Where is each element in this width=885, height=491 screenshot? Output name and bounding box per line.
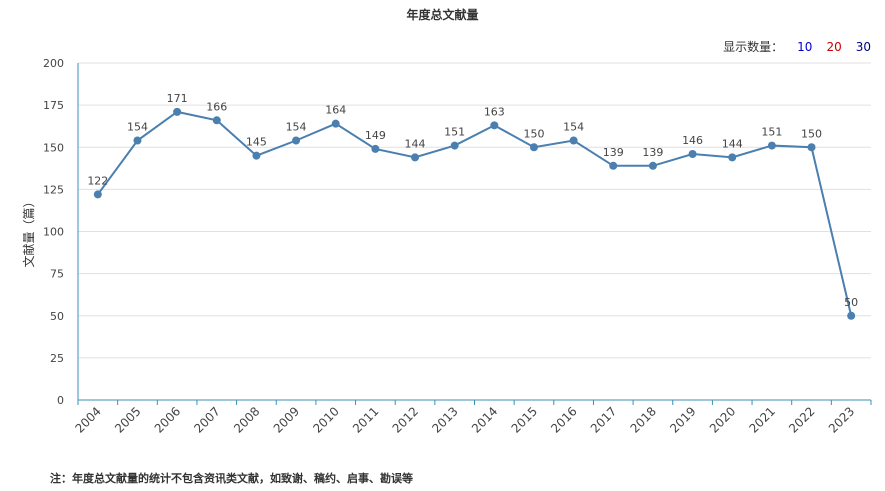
data-label: 145 (246, 136, 267, 149)
data-label: 144 (722, 137, 743, 150)
data-point (133, 136, 142, 145)
data-label: 144 (405, 137, 426, 150)
x-tick-label: 2014 (469, 404, 500, 435)
y-tick-label: 175 (43, 99, 64, 112)
y-tick-label: 125 (43, 183, 64, 196)
data-label: 151 (444, 126, 465, 139)
footnote: 注：年度总文献量的统计不包含资讯类文献，如致谢、稿约、启事、勘误等 (50, 472, 413, 485)
data-label: 150 (523, 127, 544, 140)
x-tick-label: 2010 (310, 404, 341, 435)
x-tick-label: 2021 (746, 404, 777, 435)
data-label: 154 (286, 121, 307, 134)
x-tick-label: 2020 (707, 404, 738, 435)
data-point (847, 311, 856, 320)
y-tick-label: 75 (50, 268, 64, 281)
data-label: 163 (484, 105, 505, 118)
data-point (529, 143, 538, 152)
data-label: 154 (127, 121, 148, 134)
data-label: 122 (87, 174, 108, 187)
data-point (411, 153, 420, 162)
count-option-30[interactable]: 30 (855, 39, 871, 54)
x-tick-label: 2019 (667, 404, 698, 435)
y-axis-label: 文献量（篇） (21, 195, 36, 267)
x-tick-label: 2006 (152, 404, 183, 435)
count-option-10[interactable]: 10 (797, 39, 813, 54)
chart-title: 年度总文献量 (406, 8, 479, 22)
data-label: 149 (365, 129, 386, 142)
data-point (688, 149, 697, 158)
data-label: 139 (642, 146, 663, 159)
data-label: 50 (844, 296, 858, 309)
data-label: 150 (801, 127, 822, 140)
data-point (490, 121, 499, 130)
data-point (93, 190, 102, 199)
data-point (252, 151, 261, 160)
data-label: 171 (167, 92, 188, 105)
series-line (97, 110, 853, 316)
data-point (609, 161, 618, 170)
display-count-control: 显示数量： 10 20 30 (723, 38, 871, 55)
display-count-label: 显示数量： (723, 40, 784, 54)
x-tick-label: 2017 (588, 404, 619, 435)
data-point (331, 119, 340, 128)
x-tick-label: 2005 (112, 404, 143, 435)
y-tick-label: 0 (57, 394, 64, 407)
x-tick-label: 2008 (231, 404, 262, 435)
data-label: 139 (603, 146, 624, 159)
x-tick-label: 2007 (191, 404, 222, 435)
data-point (728, 153, 737, 162)
x-tick-label: 2018 (628, 404, 659, 435)
x-tick-label: 2015 (509, 404, 540, 435)
data-point (648, 161, 657, 170)
y-tick-label: 200 (43, 57, 64, 70)
x-tick-label: 2016 (548, 404, 579, 435)
data-label: 151 (761, 126, 782, 139)
count-option-20[interactable]: 20 (826, 39, 842, 54)
y-tick-label: 100 (43, 226, 64, 239)
x-tick-label: 2013 (429, 404, 460, 435)
x-tick-label: 2022 (786, 404, 817, 435)
data-point (450, 141, 459, 150)
data-label: 164 (325, 104, 346, 117)
x-tick-label: 2009 (271, 404, 302, 435)
data-point (212, 116, 221, 125)
data-point (569, 136, 578, 145)
data-point (173, 107, 182, 116)
data-point (767, 141, 776, 150)
x-tick-label: 2023 (826, 404, 857, 435)
data-label: 154 (563, 121, 584, 134)
data-point (807, 143, 816, 152)
data-label: 146 (682, 134, 703, 147)
x-tick-label: 2011 (350, 404, 381, 435)
data-point (371, 144, 380, 153)
y-tick-label: 25 (50, 352, 64, 365)
data-point (292, 136, 301, 145)
y-tick-label: 50 (50, 310, 64, 323)
x-tick-label: 2012 (390, 404, 421, 435)
data-label: 166 (206, 100, 227, 113)
x-tick-label: 2004 (72, 404, 103, 435)
y-tick-label: 150 (43, 141, 64, 154)
